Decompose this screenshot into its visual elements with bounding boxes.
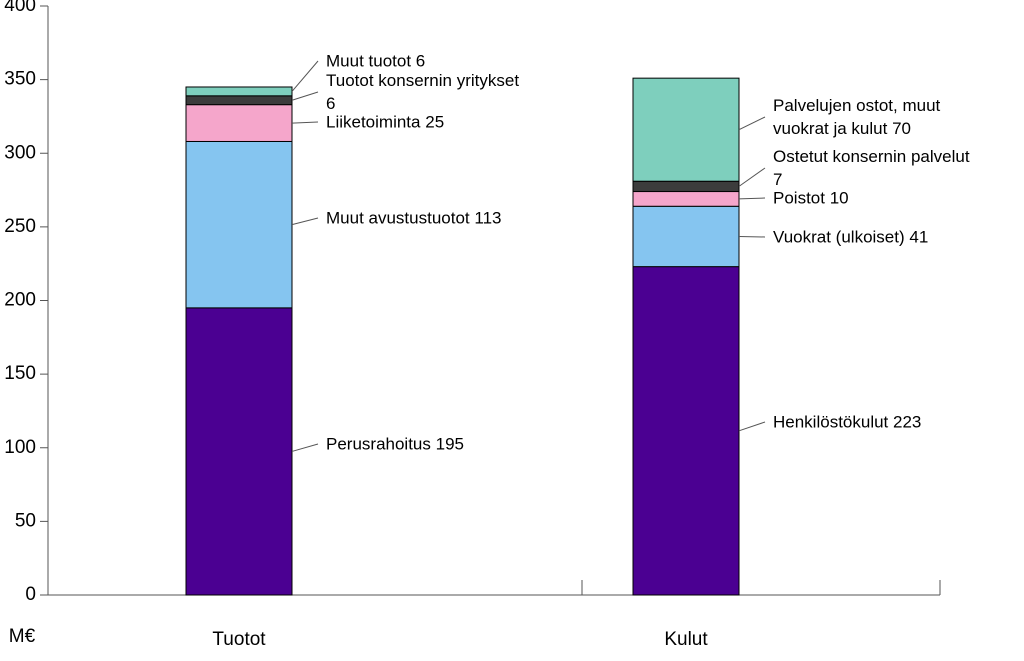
y-tick-label: 300 [4,142,36,163]
y-tick-label: 150 [4,363,36,384]
value-label: 6 [326,94,336,113]
bar-segment [185,140,293,309]
value-label: 113 [474,208,502,228]
leader-line [738,116,766,131]
leader-line [738,421,766,432]
value-label: 10 [829,188,849,208]
value-label: 223 [893,412,922,432]
value-label: 195 [435,434,464,454]
series-name: Poistot [773,188,825,208]
bar-segment [632,205,740,268]
y-unit: M€ [9,626,36,647]
data-label: Muut tuotot 6 [326,50,425,73]
value-label: 41 [909,227,929,247]
leader-line [738,235,766,238]
y-tick-label: 350 [4,69,36,90]
bar-segment [632,266,740,596]
bar-segment [185,86,293,97]
series-name: Tuotot konsernin yritykset [326,71,520,90]
leader-line [291,60,319,92]
series-name: Henkilöstökulut [773,412,889,432]
leader-line [291,443,319,452]
data-label: Vuokrat (ulkoiset) 41 [773,226,928,249]
series-name: Muut avustustuotot [326,208,470,228]
data-label: Liiketoiminta 25 [326,111,444,134]
bar-segment [185,95,293,106]
y-tick-label: 250 [4,216,36,237]
y-tick-label: 50 [15,510,36,531]
leader-line [738,197,766,200]
data-label: Palvelujen ostot, muut vuokrat ja kulut … [773,94,978,140]
data-label: Henkilöstökulut 223 [773,411,921,434]
bar-segment [185,104,293,142]
series-name: Ostetut konsernin palvelut [773,147,970,166]
y-tick-label: 0 [25,584,36,605]
leader-line [291,217,319,226]
leader-line [291,121,319,124]
series-name: Liiketoiminta [326,112,421,132]
x-tick-label: Tuotot [212,629,266,650]
leader-line [291,91,319,101]
series-name: Perusrahoitus [326,434,431,454]
data-label: Tuotot konsernin yritykset 6 [326,69,531,115]
series-name: Palvelujen ostot, muut vuokrat ja kulut [773,96,941,138]
y-tick-label: 400 [4,0,36,16]
bar-segment [632,180,740,193]
y-tick-label: 100 [4,437,36,458]
series-name: Muut tuotot [326,51,412,71]
series-name: Vuokrat (ulkoiset) [773,227,905,247]
value-label: 70 [892,119,911,138]
value-label: 7 [773,170,783,189]
value-label: 6 [415,51,426,71]
bar-segment [632,191,740,207]
data-label: Poistot 10 [773,187,849,210]
value-label: 25 [425,112,445,132]
x-tick-label: Kulut [664,629,708,650]
leader-line [738,167,766,187]
data-label: Muut avustustuotot 113 [326,207,501,230]
data-label: Perusrahoitus 195 [326,433,464,456]
data-label: Ostetut konsernin palvelut 7 [773,145,978,191]
bar-segment [632,77,740,182]
bar-segment [185,307,293,596]
y-tick-label: 200 [4,290,36,311]
